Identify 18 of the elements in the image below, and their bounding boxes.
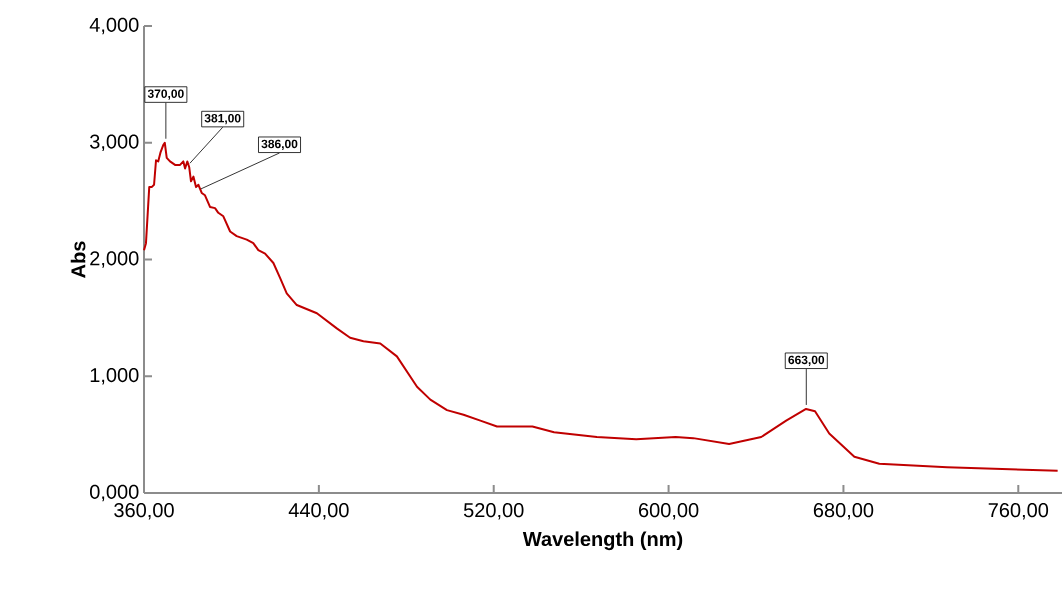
x-tick-label: 760,00 xyxy=(988,503,1049,520)
y-axis-title: Abs xyxy=(70,241,86,278)
x-tick-label: 360,00 xyxy=(114,503,174,520)
x-tick-label: 440,00 xyxy=(288,503,349,520)
x-axis-title: Wavelength (nm) xyxy=(522,531,683,551)
annotation: 370,00 xyxy=(147,89,184,100)
y-tick-label: 4,000 xyxy=(89,17,139,35)
annotation: 381,00 xyxy=(204,113,241,125)
x-tick-label: 600,00 xyxy=(639,503,699,520)
x-tick-label: 680,00 xyxy=(813,503,874,520)
y-tick-label: 3,000 xyxy=(89,134,139,151)
y-tick-label: 1,000 xyxy=(90,367,139,385)
y-tick-label: 2,000 xyxy=(90,251,139,268)
y-tick-label: 0,000 xyxy=(90,484,139,502)
annotation: 386,00 xyxy=(261,139,298,150)
x-tick-label: 520,00 xyxy=(463,503,524,520)
annotation: 663,00 xyxy=(788,355,825,366)
line-series xyxy=(143,141,1059,472)
